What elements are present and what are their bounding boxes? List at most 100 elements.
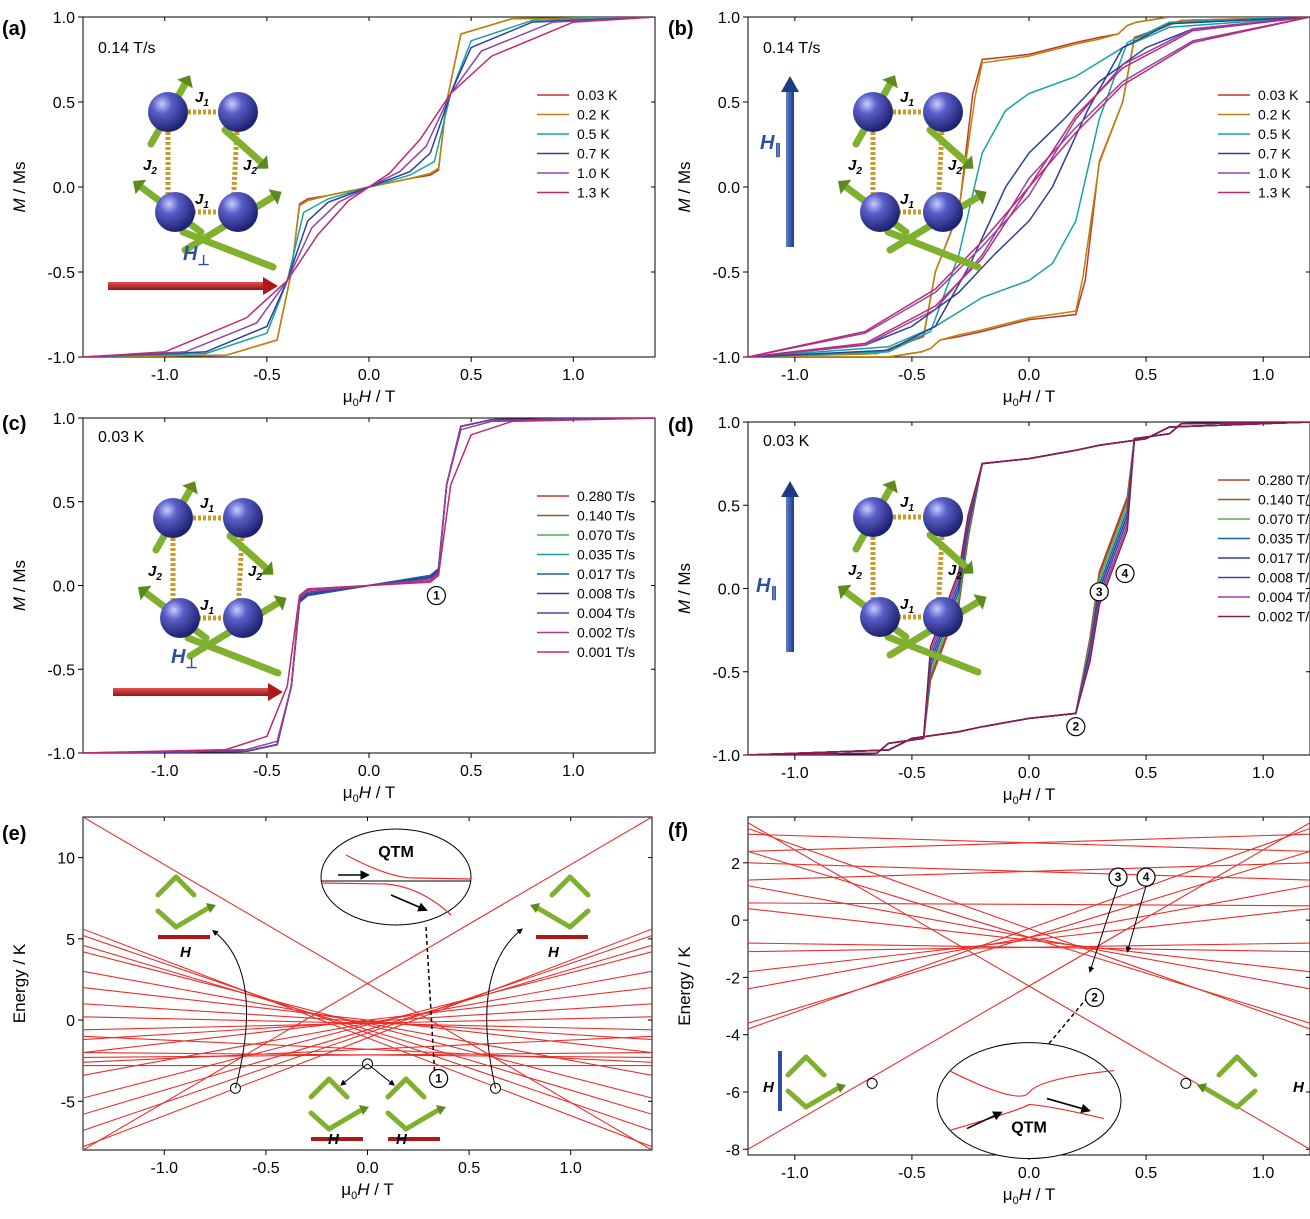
- series-line: [748, 422, 1310, 755]
- legend-label: 0.5 K: [1258, 126, 1291, 142]
- x-axis-label: μ0H / T: [343, 387, 395, 409]
- x-tick-label: 1.0: [560, 1160, 582, 1177]
- x-tick-label: -0.5: [253, 763, 281, 780]
- y-tick-label: 0.0: [53, 180, 75, 197]
- series-line-return: [748, 422, 1310, 755]
- legend-label: 0.03 K: [1258, 87, 1299, 103]
- y-tick-label: -0.5: [712, 665, 740, 682]
- energy-level-line: [83, 935, 652, 1132]
- y-tick-label: 0.0: [718, 180, 740, 197]
- step-marker-number: 2: [1072, 720, 1079, 734]
- x-tick-label: 0.5: [1135, 1165, 1157, 1182]
- y-tick-label: 1.0: [718, 415, 740, 432]
- x-tick-label: 1.0: [562, 367, 584, 384]
- y-tick-label: -1.0: [47, 350, 75, 367]
- spin-arrow-head: [973, 189, 987, 205]
- x-tick-label: 0.0: [356, 1160, 378, 1177]
- x-axis-label: μ0H / T: [1003, 785, 1055, 807]
- y-tick-label: 0.5: [53, 495, 75, 512]
- mini-spin-arrow: [785, 1054, 809, 1078]
- legend-label: 0.001 T/s: [577, 644, 635, 660]
- data-lines: [748, 17, 1310, 357]
- x-tick-label: -1.0: [151, 367, 179, 384]
- legend-label: 1.3 K: [577, 185, 610, 201]
- exchange-label: J2: [143, 157, 157, 177]
- y-tick-label: 1.0: [53, 411, 75, 428]
- series-line: [748, 422, 1310, 755]
- qtm-label: QTM: [1011, 1120, 1047, 1137]
- series-line: [748, 17, 1310, 357]
- exchange-label: J1: [900, 191, 914, 211]
- y-tick-label: -5: [61, 1094, 75, 1111]
- field-arrow-head: [263, 277, 278, 295]
- legend-label: 0.280 T/s: [1258, 472, 1310, 488]
- series-line: [748, 422, 1310, 755]
- y-tick-label: 0: [66, 1013, 75, 1030]
- metal-ion-sphere: [923, 192, 963, 232]
- x-tick-label: -1.0: [151, 763, 179, 780]
- y-tick-label: -1.0: [47, 746, 75, 763]
- mini-spin-arrow: [155, 908, 179, 930]
- mini-spin-arrow: [326, 1076, 350, 1100]
- pointer-arrow: [1088, 885, 1119, 973]
- legend-label: 0.140 T/s: [577, 508, 635, 524]
- exchange-label: J2: [248, 563, 262, 583]
- metal-ion-sphere: [160, 598, 200, 638]
- x-tick-label: 0.5: [460, 763, 482, 780]
- field-arrow-bar: [786, 92, 794, 247]
- energy-level-line: [748, 902, 1310, 907]
- panel-letter: (f): [668, 820, 688, 842]
- exchange-label: J2: [848, 562, 862, 582]
- energy-level-line: [83, 944, 652, 1115]
- metal-ion-sphere: [148, 92, 188, 132]
- legend-label: 1.0 K: [1258, 165, 1291, 181]
- series-line-return: [748, 422, 1310, 755]
- field-label: H: [763, 1079, 775, 1096]
- mini-field-bar: [311, 1137, 363, 1141]
- condition-label: 0.03 K: [98, 429, 145, 446]
- legend-label: 0.017 T/s: [577, 566, 635, 582]
- exchange-label: J2: [243, 157, 257, 177]
- metal-ion-sphere: [155, 192, 195, 232]
- energy-level-line: [748, 833, 1310, 852]
- metal-ion-sphere: [218, 92, 258, 132]
- y-tick-label: -0.5: [47, 662, 75, 679]
- field-label: H⊥: [183, 243, 210, 268]
- step-marker-number: 1: [435, 1072, 442, 1086]
- step-marker-circle: [429, 1068, 449, 1089]
- exchange-label: J1: [900, 596, 914, 616]
- field-arrow-bar: [786, 497, 794, 652]
- metal-ion-sphere: [153, 498, 193, 538]
- legend-label: 0.017 T/s: [1258, 550, 1310, 566]
- y-tick-label: -4: [726, 1028, 740, 1045]
- panel-a: -1.0 -0.5 0.0 0.5 1.0 -1.0 -0.5 0.0 0.5 1.0 μ0H / …: [2, 10, 656, 409]
- y-axis-label: M / Ms: [675, 563, 694, 614]
- step-marker-circle: [1084, 987, 1105, 1008]
- x-tick-label: -0.5: [898, 765, 926, 782]
- zoom-arrow: [1046, 1097, 1091, 1114]
- mini-spin-arrow: [567, 908, 591, 930]
- series-line-return: [748, 422, 1310, 755]
- spin-arrow: [884, 633, 982, 676]
- spin-arrow: [884, 228, 982, 271]
- legend-label: 0.070 T/s: [577, 527, 635, 543]
- x-tick-label: 1.0: [1252, 1165, 1274, 1182]
- series-line-return: [748, 422, 1310, 755]
- exchange-label: J1: [195, 89, 209, 109]
- panel-c: -1.0 -0.5 0.0 0.5 1.0 -1.0 -0.5 0.0 0.5 1.0 μ0H / …: [2, 411, 656, 805]
- exchange-label: J1: [900, 89, 914, 109]
- step-marker-circle: [1089, 582, 1109, 602]
- mini-spin-head: [436, 1105, 446, 1115]
- field-label: H: [180, 944, 192, 961]
- exchange-label: J2: [948, 562, 962, 582]
- x-tick-label: 0.0: [358, 763, 380, 780]
- curved-arrow: [486, 928, 523, 1089]
- panel-letter: (c): [2, 413, 26, 435]
- y-tick-label: -2: [726, 970, 740, 987]
- y-tick-label: 0: [731, 913, 740, 930]
- legend-label: 0.5 K: [577, 126, 610, 142]
- series-line: [748, 17, 1310, 357]
- series-line: [748, 422, 1310, 755]
- x-tick-label: 0.0: [358, 367, 380, 384]
